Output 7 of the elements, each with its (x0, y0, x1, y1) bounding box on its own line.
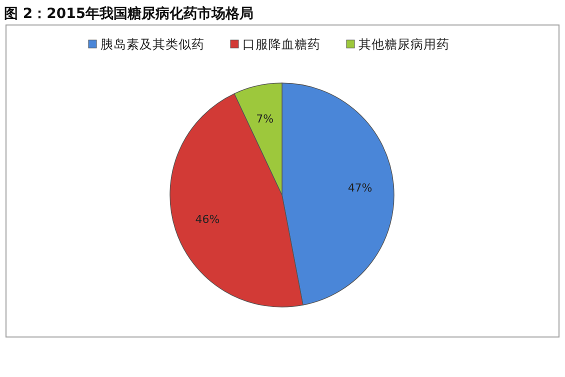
legend-label: 其他糖尿病用药 (358, 36, 450, 52)
legend-label: 口服降血糖药 (242, 36, 320, 52)
data-label: 47% (348, 182, 372, 195)
data-label: 7% (256, 112, 274, 126)
data-label: 46% (195, 213, 220, 226)
legend-label: 胰岛素及其类似药 (100, 36, 204, 52)
chart-title: 图 2：2015年我国糖尿病化药市场格局 (4, 5, 254, 22)
